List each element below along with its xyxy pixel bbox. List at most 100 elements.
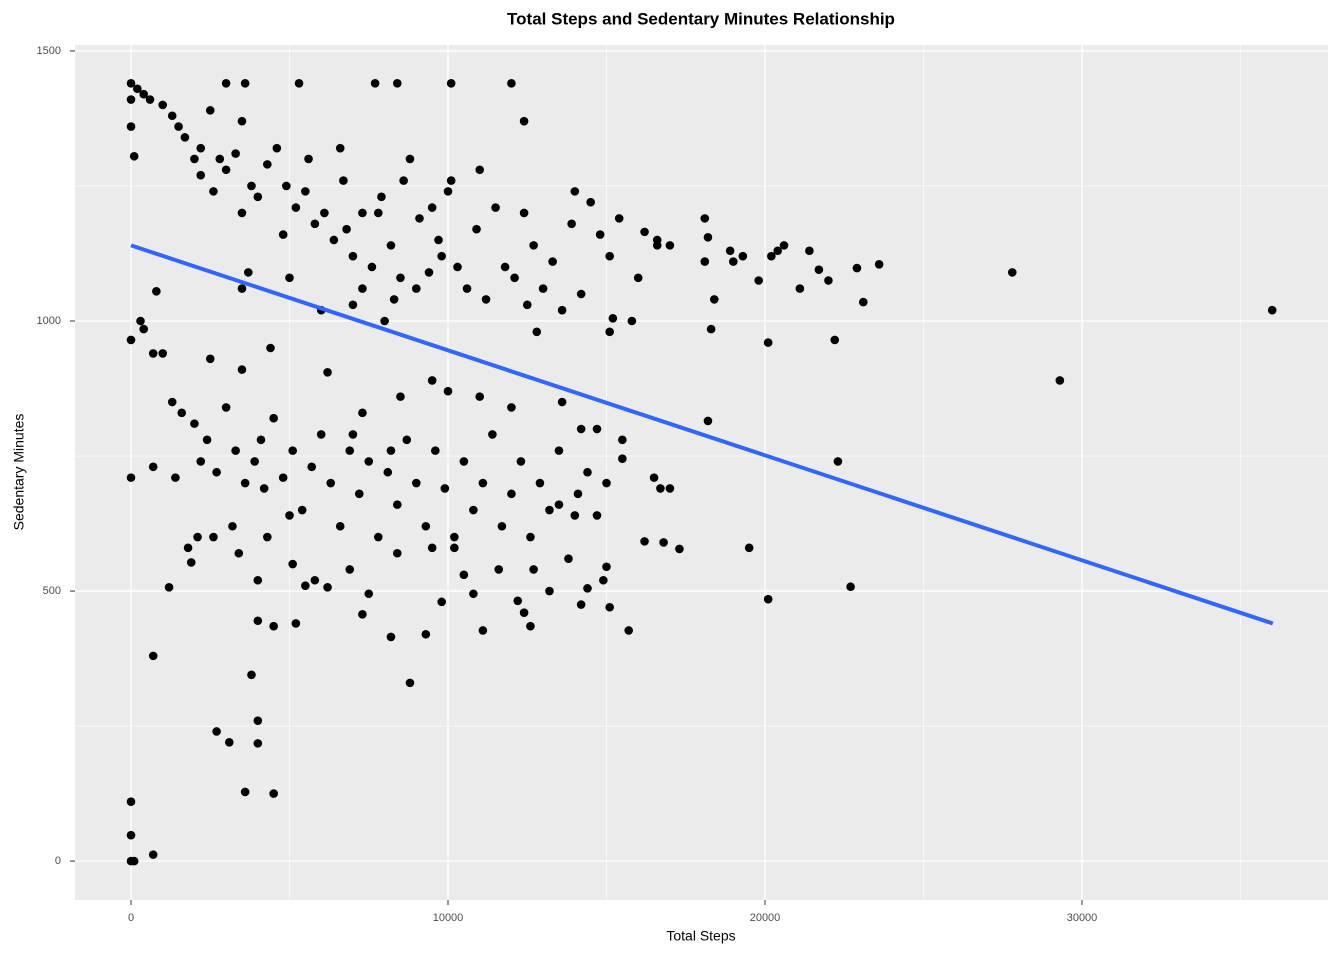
point [618,435,627,445]
point [703,416,713,426]
point [529,241,538,250]
point [405,154,415,164]
point [167,397,177,407]
point [421,629,431,639]
point [475,392,485,401]
point [507,79,516,88]
point [586,197,595,207]
point [399,176,408,185]
point [288,446,297,455]
point [453,262,462,272]
point [548,257,557,266]
point [193,532,202,542]
point [316,430,326,439]
point [633,273,643,283]
point [754,276,763,285]
point [234,548,244,558]
point [805,246,814,256]
point [186,558,196,567]
point [396,392,405,401]
point [148,651,158,661]
point [307,462,317,472]
point [649,473,659,482]
point [212,727,221,736]
point [171,473,180,482]
point [450,543,459,553]
point [263,532,272,542]
point [269,413,278,423]
point [605,327,614,337]
point [183,543,193,553]
point [427,376,437,385]
point [180,133,190,142]
point [874,259,884,269]
point [196,170,206,180]
point [224,737,234,747]
plot-panel [75,45,1328,900]
point [529,565,538,574]
point [469,505,478,515]
point [240,787,250,797]
point [190,154,199,164]
point [814,265,824,274]
point [177,408,187,418]
point [139,324,148,334]
point [599,575,608,585]
point [253,192,263,202]
point [209,532,218,542]
point [237,284,247,293]
point [700,214,710,223]
point [554,500,564,509]
point [614,214,624,223]
point [481,295,491,304]
point [323,368,332,377]
point [595,230,605,239]
point [323,582,332,592]
point [532,327,542,337]
point [507,403,516,412]
point [158,100,168,110]
point [1055,376,1065,385]
point [139,89,148,99]
point [478,626,488,635]
point [396,273,405,283]
point [348,251,358,261]
point [291,619,301,628]
point [228,521,237,531]
point [665,484,675,493]
point [339,176,348,185]
y-tick-label: 0 [55,855,61,867]
point [592,424,602,434]
point [266,343,275,353]
point [605,251,614,261]
point [326,478,336,488]
point [256,435,266,445]
point [148,462,158,472]
point [538,284,548,293]
point [675,544,684,554]
point [462,284,472,293]
point [738,251,748,261]
point [640,537,649,546]
point [494,565,504,574]
point [510,273,519,283]
fit-line [130,243,1274,626]
point [342,224,351,234]
point [446,176,456,185]
point [209,187,218,196]
point [763,338,773,347]
point [301,187,310,196]
point [516,457,526,466]
point [348,430,358,439]
y-tick-label: 500 [43,585,61,597]
point [627,316,637,326]
point [725,246,735,256]
point [285,511,294,520]
point [212,467,221,477]
point [263,160,272,169]
x-axis-title: Total Steps [666,928,735,944]
point [244,268,253,277]
point [345,446,355,455]
point [412,284,421,293]
